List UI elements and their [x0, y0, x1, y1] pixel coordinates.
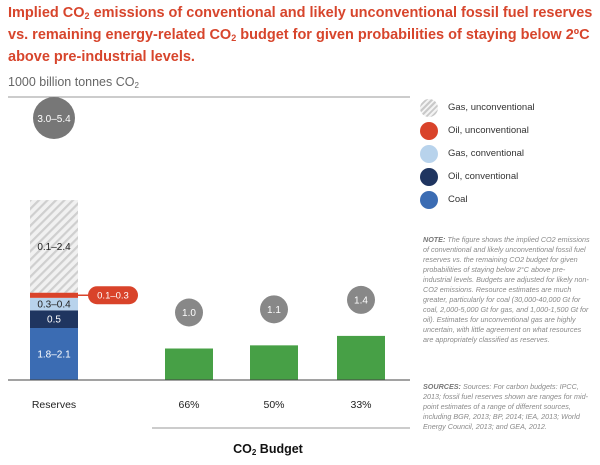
budget-bubble [175, 298, 203, 327]
segment-label: 0.5 [47, 315, 61, 326]
chart-title: Implied CO2 emissions of conventional an… [8, 5, 593, 65]
category-label: 50% [263, 399, 284, 411]
segment-label: 1.8–2.1 [37, 350, 71, 361]
note-text: NOTE: The figure shows the implied CO2 e… [423, 235, 590, 344]
legend-swatch [420, 121, 438, 140]
legend-item: Gas, unconventional [420, 96, 535, 119]
legend: Gas, unconventional Oil, unconventional Ga… [420, 96, 535, 211]
legend-swatch [420, 98, 438, 117]
category-label: 33% [350, 399, 371, 411]
sources-text: SOURCES: Sources: For carbon budgets: IP… [423, 382, 588, 431]
segment-label: 0.1–0.3 [97, 291, 129, 302]
legend-swatch [420, 144, 438, 163]
total-bubble [33, 97, 75, 139]
reserves-segment-oil-unconventional [30, 292, 78, 298]
budget-bar [250, 345, 298, 380]
budget-bubble [260, 295, 288, 324]
reserves-segment-gas-unconventional [30, 200, 78, 293]
budget-value-label: 1.1 [267, 305, 281, 316]
total-label: 3.0–5.4 [37, 114, 71, 125]
category-label: Reserves [32, 399, 76, 411]
budget-bar [337, 335, 385, 380]
budget-axis-label: CO2 Budget [233, 442, 303, 457]
reserves-segment-oil-conventional [30, 310, 78, 328]
legend-label: Gas, conventional [448, 148, 525, 159]
reserves-segment-coal [30, 328, 78, 380]
category-label: 66% [178, 399, 199, 411]
legend-item: Gas, conventional [420, 142, 535, 165]
segment-label: 0.1–2.4 [37, 242, 71, 253]
legend-swatch [420, 190, 438, 209]
y-axis-unit: 1000 billion tonnes CO2 [8, 75, 139, 90]
legend-label: Coal [448, 194, 468, 205]
legend-item: Oil, conventional [420, 165, 535, 188]
callout-pill [88, 286, 138, 305]
reserves-segment-gas-conventional [30, 297, 78, 311]
budget-bar [165, 348, 213, 380]
budget-bubble [347, 285, 375, 314]
budget-value-label: 1.0 [182, 308, 196, 319]
legend-label: Gas, unconventional [448, 102, 535, 113]
legend-item: Coal [420, 188, 535, 211]
legend-label: Oil, conventional [448, 171, 519, 182]
segment-label: 0.3–0.4 [37, 300, 71, 311]
legend-swatch [420, 167, 438, 186]
legend-label: Oil, unconventional [448, 125, 529, 136]
legend-item: Oil, unconventional [420, 119, 535, 142]
budget-value-label: 1.4 [354, 295, 368, 306]
